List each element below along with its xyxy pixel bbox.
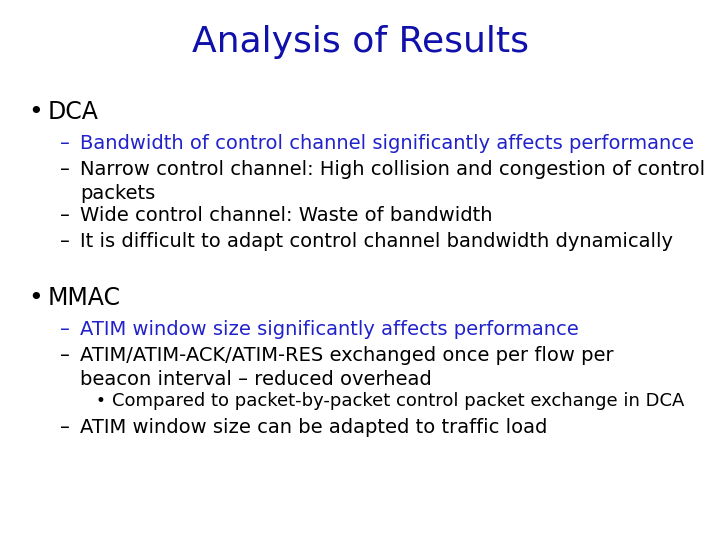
Text: –: – — [60, 134, 70, 153]
Text: –: – — [60, 346, 70, 365]
Text: Compared to packet-by-packet control packet exchange in DCA: Compared to packet-by-packet control pac… — [112, 392, 685, 410]
Text: packets: packets — [80, 184, 156, 203]
Text: Bandwidth of control channel significantly affects performance: Bandwidth of control channel significant… — [80, 134, 694, 153]
Text: –: – — [60, 232, 70, 251]
Text: ATIM window size can be adapted to traffic load: ATIM window size can be adapted to traff… — [80, 418, 547, 437]
Text: •: • — [95, 392, 105, 410]
Text: •: • — [28, 286, 42, 310]
Text: –: – — [60, 418, 70, 437]
Text: ATIM window size significantly affects performance: ATIM window size significantly affects p… — [80, 320, 579, 339]
Text: ATIM/ATIM-ACK/ATIM-RES exchanged once per flow per: ATIM/ATIM-ACK/ATIM-RES exchanged once pe… — [80, 346, 613, 365]
Text: Wide control channel: Waste of bandwidth: Wide control channel: Waste of bandwidth — [80, 206, 492, 225]
Text: –: – — [60, 160, 70, 179]
Text: It is difficult to adapt control channel bandwidth dynamically: It is difficult to adapt control channel… — [80, 232, 673, 251]
Text: –: – — [60, 206, 70, 225]
Text: Narrow control channel: High collision and congestion of control: Narrow control channel: High collision a… — [80, 160, 705, 179]
Text: Analysis of Results: Analysis of Results — [192, 25, 528, 59]
Text: beacon interval – reduced overhead: beacon interval – reduced overhead — [80, 370, 432, 389]
Text: –: – — [60, 320, 70, 339]
Text: MMAC: MMAC — [48, 286, 121, 310]
Text: •: • — [28, 100, 42, 124]
Text: DCA: DCA — [48, 100, 99, 124]
